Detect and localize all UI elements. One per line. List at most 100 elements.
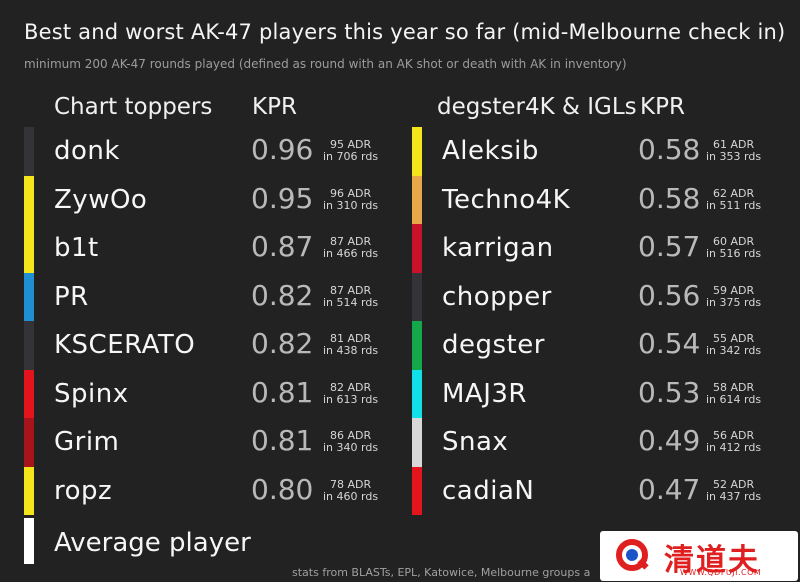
player-name: b1t <box>54 233 99 263</box>
player-rounds: in 310 rds <box>323 198 379 212</box>
team-color-bar <box>412 175 422 224</box>
player-adr: 59 ADR <box>712 283 755 297</box>
left-player-row: Grim 0.81 86 ADR in 340 rds <box>24 418 404 467</box>
right-kpr-header: KPR <box>640 94 685 120</box>
player-adr-block: 52 ADR in 437 rds <box>706 477 762 503</box>
team-color-bar <box>412 224 422 273</box>
right-player-row: Aleksib 0.58 61 ADR in 353 rds <box>412 127 792 176</box>
player-rounds: in 466 rds <box>323 247 379 260</box>
team-color-bar <box>24 369 34 418</box>
team-color-bar <box>24 321 34 370</box>
left-column-header: Chart toppers <box>54 94 213 120</box>
player-adr-block: 62 ADR in 511 rds <box>706 186 761 212</box>
team-color-bar <box>412 369 422 418</box>
player-rounds: in 613 rds <box>323 392 379 406</box>
player-name: MAJ3R <box>442 378 527 409</box>
player-rounds: in 375 rds <box>706 295 762 309</box>
left-player-row: PR 0.82 87 ADR in 514 rds <box>24 272 404 321</box>
player-adr-block: 95 ADR in 706 rds <box>323 139 378 163</box>
player-name: ZywOo <box>54 184 148 215</box>
player-name: ropz <box>54 475 113 506</box>
player-adr: 86 ADR <box>329 429 372 442</box>
right-player-row: degster 0.54 55 ADR in 342 rds <box>412 321 792 370</box>
team-color-bar <box>412 127 422 176</box>
player-rounds: in 706 rds <box>323 150 379 163</box>
player-kpr: 0.80 <box>251 472 314 506</box>
player-kpr: 0.47 <box>638 472 701 506</box>
right-player-row: Snax 0.49 56 ADR in 412 rds <box>412 418 792 467</box>
player-rounds: in 460 rds <box>323 489 379 503</box>
team-color-bar <box>24 466 34 515</box>
player-adr-block: 55 ADR in 342 rds <box>706 333 761 357</box>
right-column-header: degster4K & IGLs <box>437 94 637 120</box>
player-adr: 62 ADR <box>712 186 755 200</box>
player-adr: 55 ADR <box>712 332 755 345</box>
player-kpr: 0.54 <box>638 327 701 360</box>
team-color-bar <box>24 272 34 321</box>
player-adr-block: 60 ADR in 516 rds <box>706 236 761 260</box>
player-kpr: 0.56 <box>638 278 701 312</box>
player-name: chopper <box>442 281 552 312</box>
player-adr-block: 96 ADR in 310 rds <box>323 186 379 212</box>
player-kpr: 0.95 <box>251 181 314 215</box>
right-player-row: karrigan 0.57 60 ADR in 516 rds <box>412 224 792 273</box>
player-adr-block: 61 ADR in 353 rds <box>706 139 761 163</box>
player-adr-block: 78 ADR in 460 rds <box>323 477 379 503</box>
player-kpr: 0.81 <box>251 424 314 457</box>
player-rounds: in 353 rds <box>706 150 762 163</box>
player-adr: 61 ADR <box>712 138 755 151</box>
watermark-badge: 清道夫 WWW.QDFUJI.COM <box>600 531 798 581</box>
team-color-bar <box>24 418 34 467</box>
player-adr-block: 87 ADR in 514 rds <box>323 284 379 309</box>
q-logo-icon <box>616 539 649 571</box>
source-footnote: stats from BLASTs, EPL, Katowice, Melbou… <box>292 566 591 579</box>
player-adr: 96 ADR <box>329 186 372 200</box>
player-adr: 95 ADR <box>329 138 372 151</box>
watermark-url: WWW.QDFUJI.COM <box>680 568 762 577</box>
player-adr-block: 86 ADR in 340 rds <box>323 430 378 454</box>
player-kpr: 0.58 <box>638 181 701 215</box>
player-name: PR <box>54 281 89 312</box>
right-player-row: Techno4K 0.58 62 ADR in 511 rds <box>412 175 792 224</box>
player-rounds: in 340 rds <box>323 441 379 454</box>
player-name: Grim <box>54 427 120 457</box>
right-player-row: MAJ3R 0.53 58 ADR in 614 rds <box>412 369 792 418</box>
player-name: KSCERATO <box>54 330 196 360</box>
team-color-bar <box>24 224 34 273</box>
player-rounds: in 437 rds <box>706 489 762 503</box>
player-adr: 78 ADR <box>329 477 372 491</box>
player-adr-block: 87 ADR in 466 rds <box>323 236 378 260</box>
player-adr: 81 ADR <box>329 332 372 345</box>
left-player-row: KSCERATO 0.82 81 ADR in 438 rds <box>24 321 404 370</box>
player-kpr: 0.96 <box>251 133 314 166</box>
player-name: degster <box>442 330 545 360</box>
player-adr: 52 ADR <box>712 477 755 491</box>
team-color-bar <box>412 321 422 370</box>
right-player-row: cadiaN 0.47 52 ADR in 437 rds <box>412 466 792 515</box>
player-kpr: 0.49 <box>638 424 701 457</box>
player-rounds: in 342 rds <box>706 344 762 357</box>
player-adr-block: 59 ADR in 375 rds <box>706 283 762 309</box>
player-kpr: 0.81 <box>251 375 314 409</box>
left-kpr-header: KPR <box>252 94 297 120</box>
player-adr: 60 ADR <box>712 235 755 248</box>
player-adr: 82 ADR <box>329 380 372 394</box>
player-rounds: in 516 rds <box>706 247 762 260</box>
player-kpr: 0.58 <box>638 133 701 166</box>
team-color-bar <box>412 418 422 467</box>
player-name: karrigan <box>442 233 554 263</box>
chart-title: Best and worst AK-47 players this year s… <box>24 20 786 44</box>
team-color-bar <box>412 466 422 515</box>
player-name: Aleksib <box>442 136 539 166</box>
player-rounds: in 412 rds <box>706 441 762 454</box>
player-adr: 87 ADR <box>329 235 372 248</box>
player-rounds: in 514 rds <box>323 295 379 309</box>
player-kpr: 0.87 <box>251 230 314 263</box>
player-name: Techno4K <box>442 184 571 215</box>
left-player-row: ZywOo 0.95 96 ADR in 310 rds <box>24 175 404 224</box>
player-adr: 58 ADR <box>712 380 755 394</box>
player-name: Snax <box>442 427 509 457</box>
player-rounds: in 614 rds <box>706 392 762 406</box>
average-player-label: Average player <box>54 528 251 558</box>
player-kpr: 0.82 <box>251 278 314 312</box>
